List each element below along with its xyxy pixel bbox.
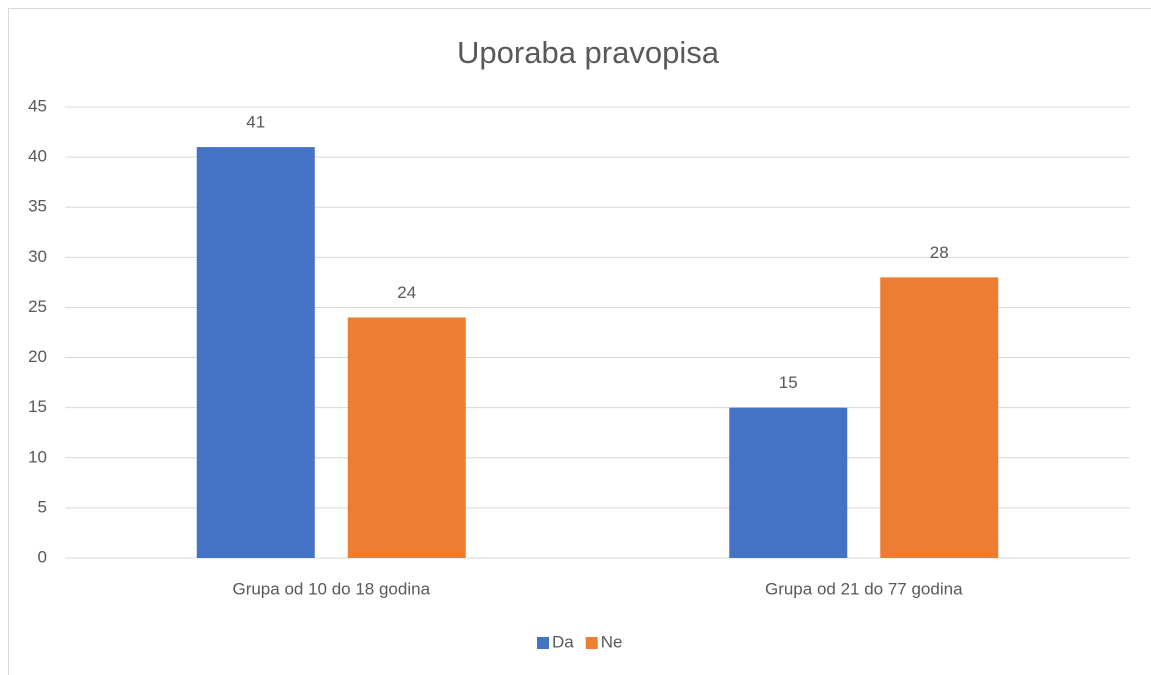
y-tick-label: 40: [28, 147, 47, 166]
data-label: 15: [779, 373, 798, 392]
y-tick-label: 5: [38, 497, 47, 516]
y-tick-label: 0: [38, 547, 47, 566]
y-tick-label: 20: [28, 347, 47, 366]
y-tick-label: 25: [28, 297, 47, 316]
y-tick-label: 35: [28, 197, 47, 216]
x-tick-label: Grupa od 21 do 77 godina: [765, 579, 963, 598]
legend-label: Da: [552, 632, 574, 651]
y-tick-label: 45: [28, 96, 47, 115]
legend-swatch: [537, 637, 549, 649]
data-label: 28: [930, 243, 949, 262]
bar: [880, 277, 999, 558]
y-tick-label: 10: [28, 447, 47, 466]
legend-label: Ne: [601, 632, 623, 651]
chart-title: Uporaba pravopisa: [457, 35, 720, 70]
bar: [196, 147, 315, 559]
y-tick-label: 15: [28, 397, 47, 416]
data-label: 41: [246, 113, 265, 132]
bar: [729, 407, 848, 558]
bar: [347, 317, 466, 558]
legend-swatch: [585, 637, 598, 649]
data-label: 24: [397, 283, 416, 302]
x-tick-label: Grupa od 10 do 18 godina: [232, 579, 430, 598]
y-tick-label: 30: [28, 247, 47, 266]
